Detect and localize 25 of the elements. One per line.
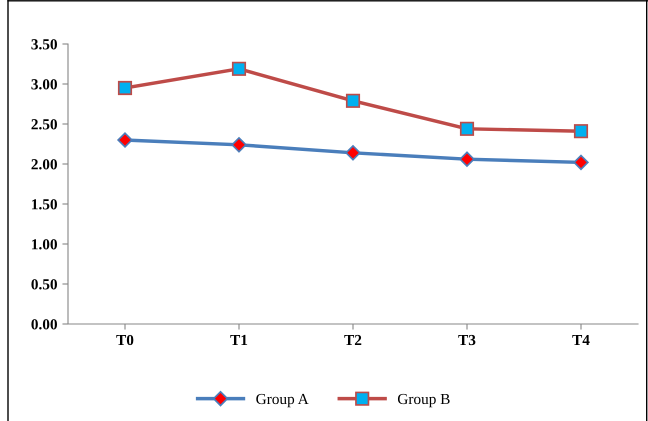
x-tick-label: T4 <box>572 334 590 346</box>
y-tick-label: 3.00 <box>31 79 57 90</box>
point <box>346 94 360 108</box>
y-tick-label: 0.00 <box>31 319 57 330</box>
point <box>460 122 474 136</box>
point <box>118 80 132 96</box>
y-tick-label: 1.00 <box>32 239 57 250</box>
x-tick-label: T0 <box>116 334 134 346</box>
x-tick-label: T3 <box>458 334 476 346</box>
y-tick-label: 0.50 <box>31 279 57 290</box>
point <box>345 145 361 161</box>
x-tick-label: T2 <box>344 334 362 346</box>
legend-label: Group A <box>256 394 309 408</box>
legend-label: Group B <box>398 394 450 408</box>
point <box>117 132 133 148</box>
point <box>573 154 589 170</box>
y-tick-label: 3.50 <box>31 39 57 50</box>
point <box>232 62 246 76</box>
y-tick-label: 2.50 <box>31 119 57 130</box>
y-tick-label: 1.50 <box>32 199 57 210</box>
x-tick-label: T1 <box>230 334 248 346</box>
point <box>574 124 588 138</box>
point <box>231 137 247 153</box>
y-tick-label: 2.00 <box>31 159 57 170</box>
point <box>459 151 475 167</box>
